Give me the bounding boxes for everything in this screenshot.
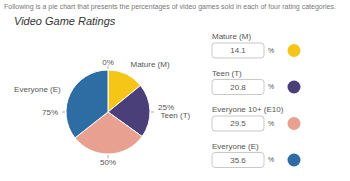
subtitle-line: Following is a pie chart that presents t… bbox=[4, 3, 336, 11]
title: Video Game Ratings bbox=[14, 15, 116, 27]
pie: 0% 25% 50% 75% Mature (M) Teen (T) Everyone (E… bbox=[14, 58, 191, 167]
legend-item: Everyone (E) 35.6% bbox=[212, 142, 301, 168]
tick-label: 25% bbox=[158, 103, 174, 112]
tick-label: 50% bbox=[100, 158, 116, 167]
legend-box bbox=[212, 43, 264, 58]
chart-container: Following is a pie chart that presents t… bbox=[0, 0, 350, 181]
chart: Following is a pie chart that presents t… bbox=[0, 0, 350, 181]
tick-mark bbox=[62, 112, 65, 113]
legend-box bbox=[212, 153, 264, 168]
legend-swatch bbox=[288, 81, 301, 94]
legend-unit: % bbox=[268, 83, 274, 90]
tick-label: 0% bbox=[102, 58, 114, 67]
legend-unit: % bbox=[268, 120, 274, 127]
slice-label: Teen (T) bbox=[160, 111, 190, 120]
legend-label: Everyone (E) bbox=[212, 142, 259, 151]
legend-label: Teen (T) bbox=[212, 69, 242, 78]
legend: Mature (M)14.1%Teen (T)20.8%Everyone 10+… bbox=[212, 32, 301, 168]
legend-unit: % bbox=[268, 47, 274, 54]
legend-item: Teen (T) 20.8% bbox=[212, 69, 301, 95]
legend-swatch bbox=[288, 44, 301, 57]
legend-value: 20.8 bbox=[230, 83, 246, 92]
legend-item: Everyone 10+ (E10) 29.5% bbox=[212, 105, 301, 131]
legend-label: Mature (M) bbox=[212, 32, 251, 41]
legend-swatch bbox=[288, 154, 301, 167]
legend-item: Mature (M) 14.1% bbox=[212, 32, 301, 58]
slice-label: Mature (M) bbox=[131, 60, 170, 69]
pie-slice bbox=[66, 70, 108, 138]
legend-value: 35.6 bbox=[230, 156, 246, 165]
legend-value: 14.1 bbox=[230, 46, 246, 55]
slice-label: Everyone (E) bbox=[14, 85, 61, 94]
tick-mark bbox=[151, 112, 154, 113]
legend-swatch bbox=[288, 117, 301, 130]
legend-box bbox=[212, 80, 264, 95]
legend-label: Everyone 10+ (E10) bbox=[212, 105, 284, 114]
legend-unit: % bbox=[268, 156, 274, 163]
tick-label: 75% bbox=[42, 108, 58, 117]
legend-box bbox=[212, 116, 264, 131]
subtitle: Following is a pie chart that presents t… bbox=[4, 3, 336, 11]
legend-value: 29.5 bbox=[230, 119, 246, 128]
